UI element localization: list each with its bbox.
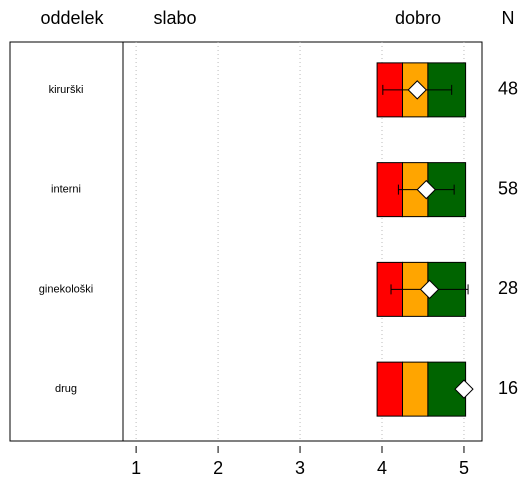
row-label: interni	[51, 184, 81, 196]
n-label: 48	[498, 79, 518, 99]
header: N	[502, 8, 515, 28]
mean-marker	[407, 80, 427, 100]
frame	[9, 41, 483, 442]
x-tick-label: 3	[295, 458, 305, 478]
n-label: 28	[498, 278, 518, 298]
header: dobro	[395, 8, 441, 28]
row-label: drug	[55, 383, 77, 395]
row-label: kirurški	[49, 84, 84, 96]
x-tick-label: 2	[213, 458, 223, 478]
header: slabo	[153, 8, 196, 28]
x-tick-label: 4	[377, 458, 387, 478]
mean-marker	[454, 379, 474, 399]
n-label: 16	[498, 378, 518, 398]
band	[401, 361, 429, 417]
mean-marker	[419, 279, 440, 300]
band	[376, 261, 403, 317]
n-label: 58	[498, 178, 518, 198]
header: oddelek	[40, 8, 104, 28]
x-tick-label: 1	[131, 458, 141, 478]
row-label: ginekološki	[39, 283, 93, 295]
mean-marker	[416, 179, 436, 200]
band	[427, 361, 467, 417]
x-tick-label: 5	[459, 458, 469, 478]
band	[376, 361, 403, 417]
